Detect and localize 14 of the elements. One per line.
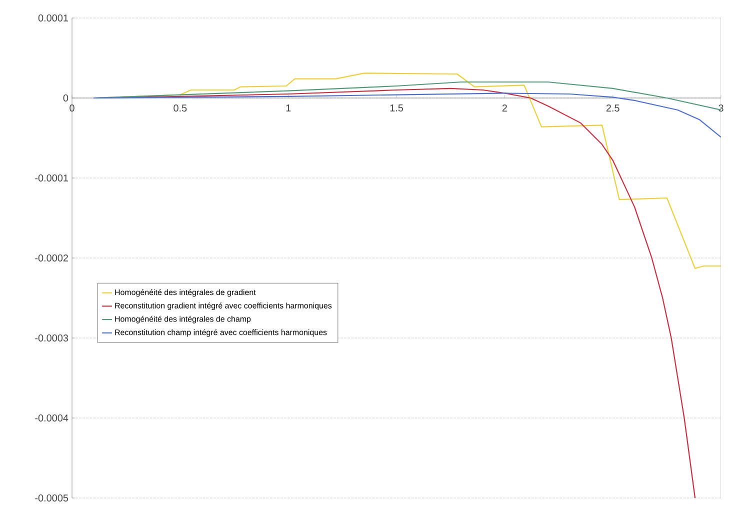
y-tick-label: -0.0003: [35, 334, 68, 342]
y-tick-label: -0.0001: [35, 174, 68, 182]
y-tick-label: -0.0004: [35, 414, 68, 422]
x-tick-label: 2: [502, 104, 507, 112]
y-tick-label: -0.0005: [35, 494, 68, 502]
y-tick-label: 0: [63, 94, 68, 102]
x-tick-label: 1.5: [390, 104, 404, 112]
x-tick-label: 0.5: [174, 104, 187, 112]
y-tick-label: -0.0002: [35, 254, 68, 262]
y-tick-label: 0.0001: [38, 14, 68, 22]
x-tick-label: 1: [286, 104, 291, 112]
x-tick-label: 2.5: [606, 104, 620, 112]
x-tick-label: 3: [718, 104, 724, 112]
x-tick-label: 0: [70, 104, 74, 112]
